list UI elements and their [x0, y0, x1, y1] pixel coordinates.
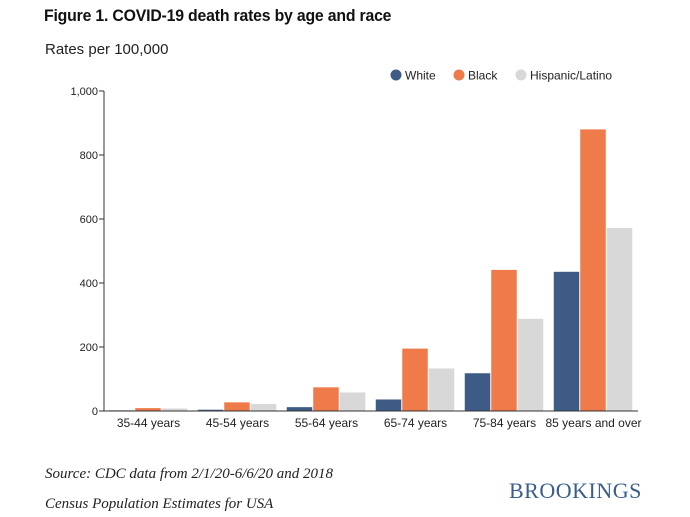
bar: [428, 368, 455, 411]
y-tick-label: 800: [80, 150, 98, 162]
bar: [517, 318, 544, 411]
brookings-logo: BROOKINGS: [509, 478, 642, 503]
x-tick-label: 75-84 years: [473, 416, 536, 430]
y-tick-label: 200: [80, 342, 98, 354]
bar: [250, 403, 277, 411]
y-tick-label: 600: [80, 214, 98, 226]
bar: [491, 269, 517, 411]
bar: [224, 402, 250, 411]
bar: [580, 129, 606, 411]
bar: [161, 408, 188, 411]
legend-label: Black: [468, 69, 498, 83]
bar: [375, 399, 402, 411]
y-tick-label: 0: [92, 406, 98, 418]
bar: [197, 409, 224, 411]
x-tick-label: 35-44 years: [117, 416, 180, 430]
y-tick-label: 1,000: [70, 86, 98, 98]
x-tick-label: 65-74 years: [384, 416, 447, 430]
bar: [286, 407, 313, 411]
chart-title: Figure 1. COVID-19 death rates by age an…: [44, 6, 392, 25]
source-line-1: Source: CDC data from 2/1/20-6/6/20 and …: [45, 466, 334, 482]
chart-subtitle: Rates per 100,000: [45, 41, 169, 58]
legend-marker: [515, 69, 527, 81]
bar: [135, 408, 161, 411]
y-tick-label: 400: [80, 278, 98, 290]
bar: [553, 271, 580, 411]
legend-label: White: [405, 69, 436, 83]
bar: [402, 348, 428, 411]
bar: [606, 227, 633, 411]
x-tick-label: 55-64 years: [295, 416, 358, 430]
bar: [313, 387, 339, 411]
bar: [339, 392, 366, 411]
legend-label: Hispanic/Latino: [530, 69, 612, 83]
legend-marker: [453, 69, 465, 81]
x-tick-label: 85 years and over: [545, 416, 641, 430]
x-tick-label: 45-54 years: [206, 416, 269, 430]
source-line-2: Census Population Estimates for USA: [45, 496, 274, 512]
legend-marker: [390, 69, 402, 81]
bar: [464, 373, 491, 411]
